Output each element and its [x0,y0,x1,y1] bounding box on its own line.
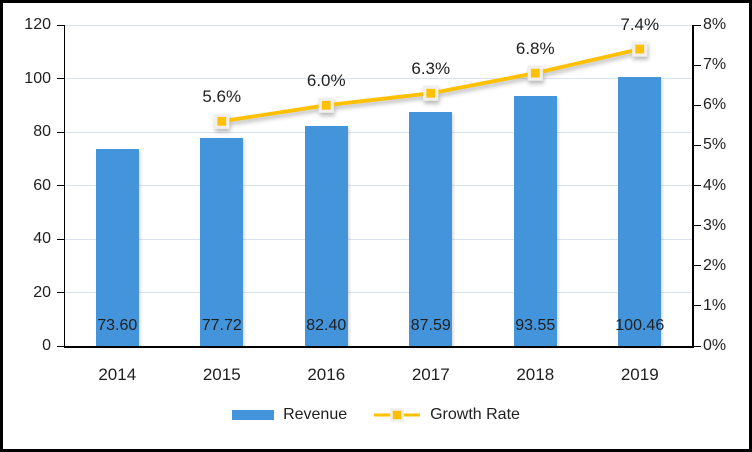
legend-item-growth-rate: Growth Rate [373,405,520,425]
revenue-data-label: 82.40 [306,317,347,334]
left-axis-tick [56,131,64,133]
gridline [65,292,692,293]
revenue-bar-2014 [95,149,139,346]
growth-rate-data-label: 6.0% [306,71,346,91]
left-axis-tick-label: 100 [24,69,51,87]
right-axis-tick [693,225,701,227]
growth-rate-data-label: 6.8% [515,39,555,59]
right-axis-tick [693,345,701,347]
right-axis-tick [693,104,701,106]
revenue-data-label: 93.55 [515,317,556,334]
category-label-2015: 2015 [202,365,241,384]
gridline [65,24,692,26]
growth-rate-marker [632,41,648,57]
gridline [65,78,692,79]
category-label-2018: 2018 [516,365,555,384]
revenue-data-label: 100.46 [615,317,665,334]
revenue-data-label: 77.72 [201,317,242,334]
growth-rate-data-label: 5.6% [202,87,242,107]
left-value-axis [63,25,65,347]
growth-rate-legend-label: Growth Rate [430,406,520,423]
category-label-2019: 2019 [620,365,659,384]
growth-rate-marker [318,97,334,113]
left-axis-tick-label: 20 [33,283,51,301]
right-axis-tick-label: 0% [703,337,727,354]
gridline [65,131,692,133]
category-axis [63,345,694,348]
revenue-legend-swatch [232,410,275,420]
category-label-2017: 2017 [411,365,450,384]
left-axis-tick-label: 80 [33,123,51,140]
growth-rate-data-label: 7.4% [620,15,660,35]
right-axis-tick [693,64,701,66]
revenue-data-label: 73.60 [97,317,138,334]
legend: Revenue Growth Rate [0,405,752,425]
right-axis-tick-label: 5% [703,136,727,154]
growth-rate-legend-swatch [374,408,421,422]
left-axis-tick [56,292,64,293]
revenue-bar-2019 [618,77,662,346]
right-value-axis [692,25,694,347]
left-axis-tick-label: 60 [33,176,51,194]
right-axis-tick-label: 4% [703,176,727,194]
left-axis-tick-label: 0 [42,337,51,354]
left-axis-tick [56,24,64,26]
right-axis-tick [693,265,701,267]
left-axis-tick-label: 40 [33,230,51,247]
legend-item-revenue: Revenue [232,405,347,425]
right-axis-tick [693,24,701,26]
right-axis-tick-label: 7% [703,56,727,74]
right-axis-tick [693,185,701,186]
growth-rate-marker [423,85,439,101]
category-label-2016: 2016 [307,365,346,384]
right-axis-tick-label: 3% [703,216,727,234]
right-axis-tick-label: 1% [703,296,727,314]
revenue-bar-2017 [409,111,453,346]
left-axis-tick-label: 120 [24,16,51,33]
left-axis-tick [56,345,64,347]
revenue-bar-2018 [513,95,557,346]
revenue-bar-2015 [200,138,244,346]
category-label-2014: 2014 [98,365,137,384]
gridline [65,238,692,240]
left-axis-tick [56,185,64,186]
growth-rate-marker [214,113,230,129]
gridline [65,185,692,186]
right-axis-tick [693,305,701,307]
left-axis-tick [56,238,64,240]
revenue-legend-label: Revenue [283,406,348,423]
growth-rate-data-label: 6.3% [411,59,451,79]
left-axis-tick [56,78,64,79]
right-axis-tick [693,144,701,146]
right-axis-tick-label: 8% [703,16,727,33]
right-axis-tick-label: 6% [703,96,727,114]
right-axis-tick-label: 2% [703,256,727,274]
revenue-data-label: 87.59 [410,317,451,334]
revenue-bar-2016 [304,125,348,346]
